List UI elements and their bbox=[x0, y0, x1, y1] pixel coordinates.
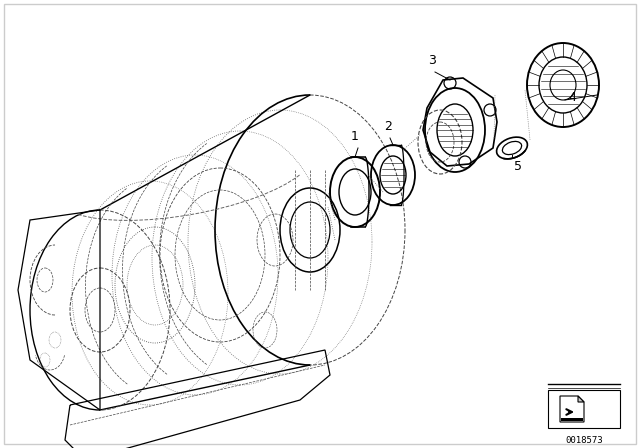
Text: 5: 5 bbox=[514, 160, 522, 173]
Polygon shape bbox=[560, 396, 584, 422]
Polygon shape bbox=[548, 390, 620, 428]
Polygon shape bbox=[561, 418, 583, 421]
Text: 1: 1 bbox=[351, 130, 359, 143]
Text: 2: 2 bbox=[384, 120, 392, 133]
Polygon shape bbox=[578, 396, 584, 402]
Text: 3: 3 bbox=[428, 54, 436, 67]
Text: 4: 4 bbox=[568, 90, 576, 103]
Text: 0018573: 0018573 bbox=[565, 436, 603, 445]
